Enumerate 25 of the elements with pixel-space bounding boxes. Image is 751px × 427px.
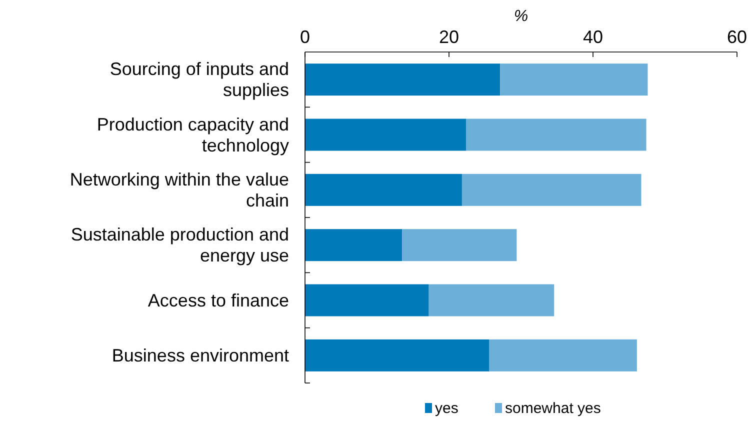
y-tick-label: Access to finance: [148, 290, 289, 310]
bar: [305, 174, 462, 206]
x-tick-label: 0: [300, 27, 310, 47]
bar: [305, 229, 402, 262]
bar: [466, 118, 646, 151]
legend-label: yes: [435, 400, 458, 417]
bar: [305, 339, 490, 372]
bar: [500, 64, 648, 96]
x-tick-label: 60: [726, 27, 748, 47]
x-tick-label: 20: [438, 27, 460, 47]
bar: [305, 64, 500, 96]
y-tick-label: Production capacity and technology: [96, 114, 289, 156]
y-tick-label: Networking within the value chain: [70, 169, 289, 210]
y-tick-label: Sustainable production and energy use: [70, 224, 289, 266]
bar: [402, 229, 517, 262]
bar: [462, 174, 642, 206]
bar: [489, 339, 637, 372]
y-tick-label: Sourcing of inputs and supplies: [110, 59, 289, 100]
bar: [305, 284, 429, 316]
x-tick-label: 40: [582, 27, 604, 47]
y-tick-label: Business environment: [112, 345, 289, 366]
x-axis-title: %: [514, 8, 528, 25]
bar: [428, 284, 554, 316]
bar: [305, 118, 466, 151]
legend-label: somewhat yes: [505, 400, 601, 417]
